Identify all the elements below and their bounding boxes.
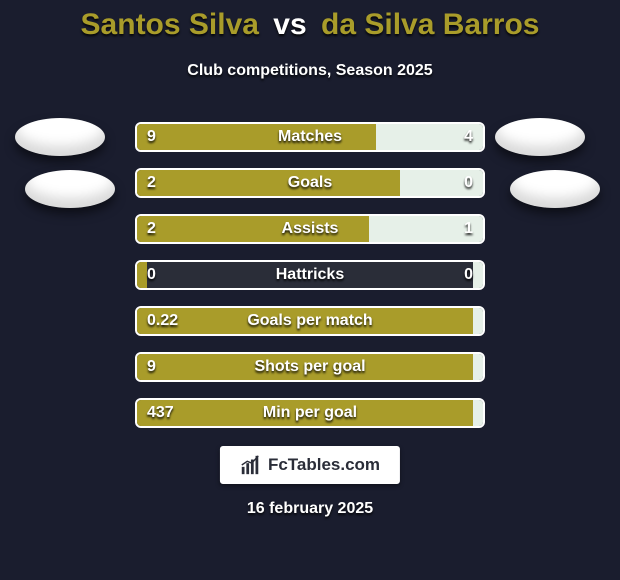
- stat-value-right: 1: [464, 216, 473, 242]
- chart-logo-icon: [240, 454, 262, 476]
- player2-avatar-placeholder: [495, 118, 585, 156]
- player2-name: da Silva Barros: [321, 8, 539, 41]
- footer-date: 16 february 2025: [0, 500, 620, 518]
- stat-value-left: 9: [147, 354, 156, 380]
- subtitle: Club competitions, Season 2025: [0, 62, 620, 80]
- stat-label: Goals: [137, 170, 483, 196]
- stat-row: Goals2 0: [135, 168, 485, 198]
- stat-value-left: 0.22: [147, 308, 178, 334]
- stat-row: Min per goal437: [135, 398, 485, 428]
- stat-value-right: 0: [464, 262, 473, 288]
- stat-row: Hattricks0 0: [135, 260, 485, 290]
- watermark-text: FcTables.com: [268, 455, 380, 475]
- stat-label: Goals per match: [137, 308, 483, 334]
- stat-value-right: 4: [464, 124, 473, 150]
- stat-label: Assists: [137, 216, 483, 242]
- page-title: Santos Silva vs da Silva Barros: [0, 8, 620, 42]
- comparison-infographic: Santos Silva vs da Silva Barros Club com…: [0, 0, 620, 580]
- stat-value-left: 2: [147, 170, 156, 196]
- stat-value-left: 9: [147, 124, 156, 150]
- player1-team-placeholder: [25, 170, 115, 208]
- stat-value-left: 0: [147, 262, 156, 288]
- stat-row: Shots per goal9: [135, 352, 485, 382]
- stat-bars: Matches94Goals20Assists21Hattricks00Goal…: [135, 122, 485, 444]
- versus-label: vs: [273, 8, 306, 41]
- stat-label: Min per goal: [137, 400, 483, 426]
- stat-label: Hattricks: [137, 262, 483, 288]
- stat-value-left: 437: [147, 400, 174, 426]
- stat-value-left: 2: [147, 216, 156, 242]
- stat-label: Shots per goal: [137, 354, 483, 380]
- stat-row: Assists2 1: [135, 214, 485, 244]
- stat-label: Matches: [137, 124, 483, 150]
- player2-team-placeholder: [510, 170, 600, 208]
- watermark-box: FcTables.com: [220, 446, 400, 484]
- player1-name: Santos Silva: [81, 8, 259, 41]
- stat-row: Goals per match0.22: [135, 306, 485, 336]
- stat-row: Matches9 4: [135, 122, 485, 152]
- stat-value-right: 0: [464, 170, 473, 196]
- player1-avatar-placeholder: [15, 118, 105, 156]
